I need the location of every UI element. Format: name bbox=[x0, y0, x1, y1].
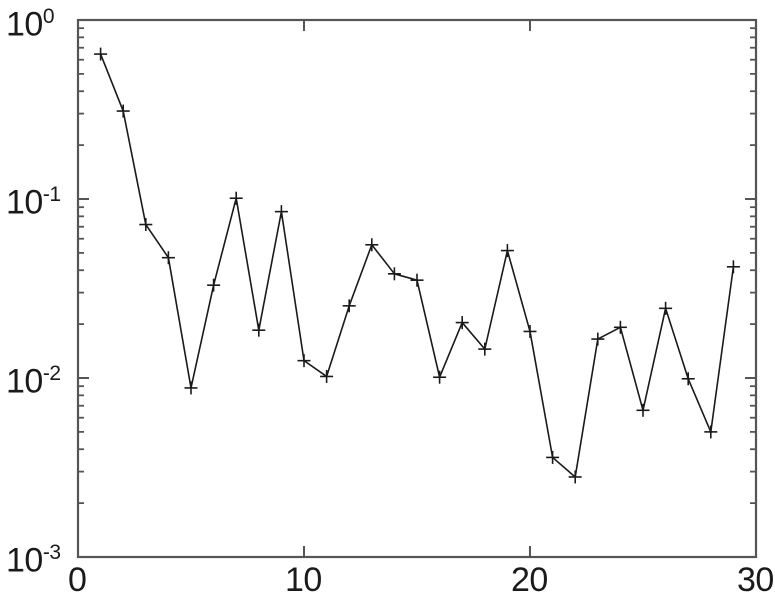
y-tick-exponent: -3 bbox=[42, 541, 61, 564]
y-tick-label-1e-1: 10-1 bbox=[6, 184, 61, 219]
x-tick-label-30: 30 bbox=[737, 561, 774, 599]
y-tick-exponent: -2 bbox=[42, 362, 61, 385]
y-tick-exponent: 0 bbox=[42, 5, 55, 28]
y-tick-mantissa: 10 bbox=[6, 5, 43, 44]
x-tick-label-0: 0 bbox=[68, 561, 87, 599]
y-tick-mantissa: 10 bbox=[6, 183, 43, 222]
y-tick-exponent: -1 bbox=[42, 183, 61, 206]
x-tick-label-20: 20 bbox=[511, 561, 548, 599]
y-tick-mantissa: 10 bbox=[6, 362, 43, 401]
data-markers bbox=[94, 47, 740, 484]
y-tick-mantissa: 10 bbox=[6, 541, 43, 580]
y-tick-label-1e0: 100 bbox=[6, 5, 55, 44]
axis-major-ticks bbox=[78, 20, 756, 557]
axes-frame bbox=[76, 18, 758, 559]
y-tick-label-1e-2: 10-2 bbox=[6, 363, 61, 398]
data-line bbox=[99, 53, 735, 478]
x-tick-label-10: 10 bbox=[285, 561, 322, 599]
y-minor-ticks bbox=[78, 27, 756, 505]
y-tick-label-1e-3: 10-3 bbox=[6, 542, 61, 577]
